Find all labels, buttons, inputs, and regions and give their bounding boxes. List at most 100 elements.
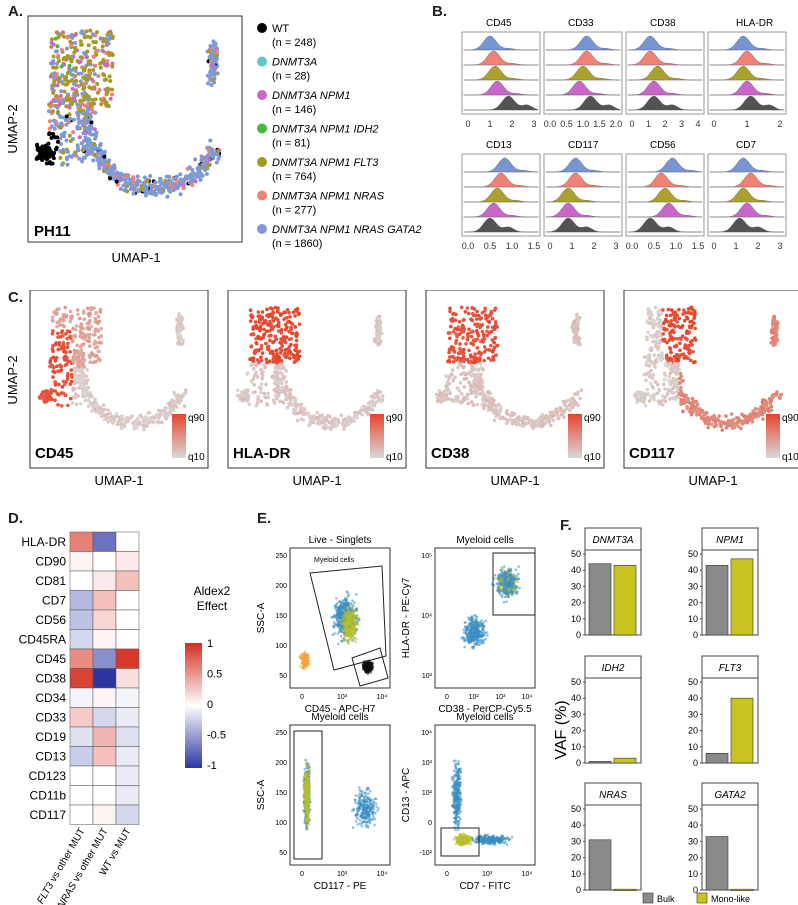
umap-point: [76, 116, 81, 121]
expression-point: [463, 372, 468, 377]
panel-c: q90q10CD45UMAP-1q90q10HLA-DRUMAP-1q90q10…: [5, 290, 798, 488]
expression-point: [148, 415, 153, 420]
ridge-tick: 2: [777, 119, 782, 129]
umap-point: [80, 55, 85, 60]
expression-point: [294, 338, 299, 343]
umap-point: [79, 82, 84, 87]
expression-point: [330, 418, 335, 422]
ridge-density: [546, 157, 620, 173]
expression-point: [668, 333, 673, 338]
expression-point: [165, 414, 169, 418]
marker-name: CD117: [629, 445, 675, 462]
scale-high-label: q90: [584, 413, 601, 424]
panel-d: HLA-DRCD90CD81CD7CD56CD45RACD45CD38CD34C…: [19, 531, 231, 905]
expression-point: [650, 313, 654, 318]
umap-point: [59, 89, 64, 94]
expression-point: [251, 359, 255, 363]
event-dot: [331, 633, 335, 637]
umap-point: [98, 159, 103, 164]
expression-point: [678, 371, 683, 376]
expression-point: [82, 358, 87, 363]
color-scale: [172, 414, 186, 458]
umap-point: [51, 54, 56, 59]
umap-point: [60, 80, 65, 85]
legend-label: WT: [272, 23, 289, 35]
ridge-density: [464, 157, 539, 173]
heatmap-cell: [115, 746, 140, 767]
legend-label: DNMT3A NPM1 NRAS GATA2: [272, 224, 422, 236]
umap-point: [196, 169, 201, 174]
umap-point: [68, 138, 73, 143]
event-dot: [299, 653, 303, 657]
expression-point: [549, 423, 553, 428]
legend-label: DNMT3A NPM1: [272, 90, 350, 102]
expression-point: [691, 308, 695, 312]
expression-point: [53, 359, 58, 363]
event-dot: [337, 613, 341, 617]
expression-point: [81, 361, 85, 366]
expression-point: [68, 350, 72, 354]
umap-point: [92, 152, 97, 157]
umap-point: [114, 170, 119, 175]
expression-point: [487, 403, 492, 407]
expression-point: [94, 310, 99, 315]
expression-point: [652, 392, 657, 397]
expression-point: [473, 360, 477, 365]
expression-point: [265, 307, 269, 312]
umap-point: [200, 162, 205, 167]
umap-point: [80, 159, 85, 164]
ridge-density: [546, 80, 620, 96]
heatmap-cell: [115, 531, 140, 552]
expression-point: [478, 361, 483, 366]
expression-point: [93, 316, 98, 321]
umap-point: [58, 155, 63, 160]
expression-point: [273, 305, 278, 310]
umap-point: [212, 70, 217, 75]
event-dot: [301, 655, 305, 658]
expression-point: [285, 385, 289, 390]
umap-point: [37, 149, 42, 154]
expression-point: [663, 373, 668, 377]
expression-point: [463, 309, 468, 314]
expression-point: [657, 321, 661, 325]
expression-point: [693, 336, 697, 340]
expression-point: [475, 324, 479, 329]
umap-point: [72, 117, 77, 122]
ridge-density: [464, 35, 538, 51]
color-scale: [370, 414, 384, 458]
event-dot: [339, 634, 343, 638]
heatmap-cell: [115, 804, 140, 825]
expression-point: [260, 310, 265, 314]
umap-point: [178, 192, 183, 197]
umap-point: [208, 138, 213, 143]
expression-point: [465, 357, 470, 362]
legend-swatch: [257, 23, 267, 33]
expression-point: [339, 413, 344, 418]
expression-point: [667, 397, 672, 401]
umap-point: [49, 135, 54, 140]
heatmap-cell: [115, 629, 140, 650]
expression-point: [635, 400, 639, 405]
expression-point: [461, 325, 466, 329]
expression-point: [464, 395, 468, 399]
expression-point: [251, 332, 256, 337]
expression-point: [62, 346, 67, 351]
umap-point: [181, 177, 186, 182]
expression-point: [508, 413, 513, 418]
expression-point: [680, 334, 685, 338]
expression-point: [49, 387, 54, 392]
expression-point: [293, 398, 297, 403]
expression-point: [253, 373, 257, 377]
expression-point: [158, 412, 163, 417]
expression-point: [676, 358, 680, 363]
umap-point: [55, 49, 60, 54]
heatmap-cell: [115, 570, 140, 591]
panel-c-label: C.: [8, 289, 23, 306]
expression-point: [688, 358, 693, 363]
umap-point: [94, 130, 99, 135]
expression-point: [482, 350, 487, 354]
umap-point: [125, 176, 130, 181]
expression-point: [437, 388, 442, 393]
expression-point: [652, 353, 657, 357]
heatmap-cell: [115, 765, 140, 786]
